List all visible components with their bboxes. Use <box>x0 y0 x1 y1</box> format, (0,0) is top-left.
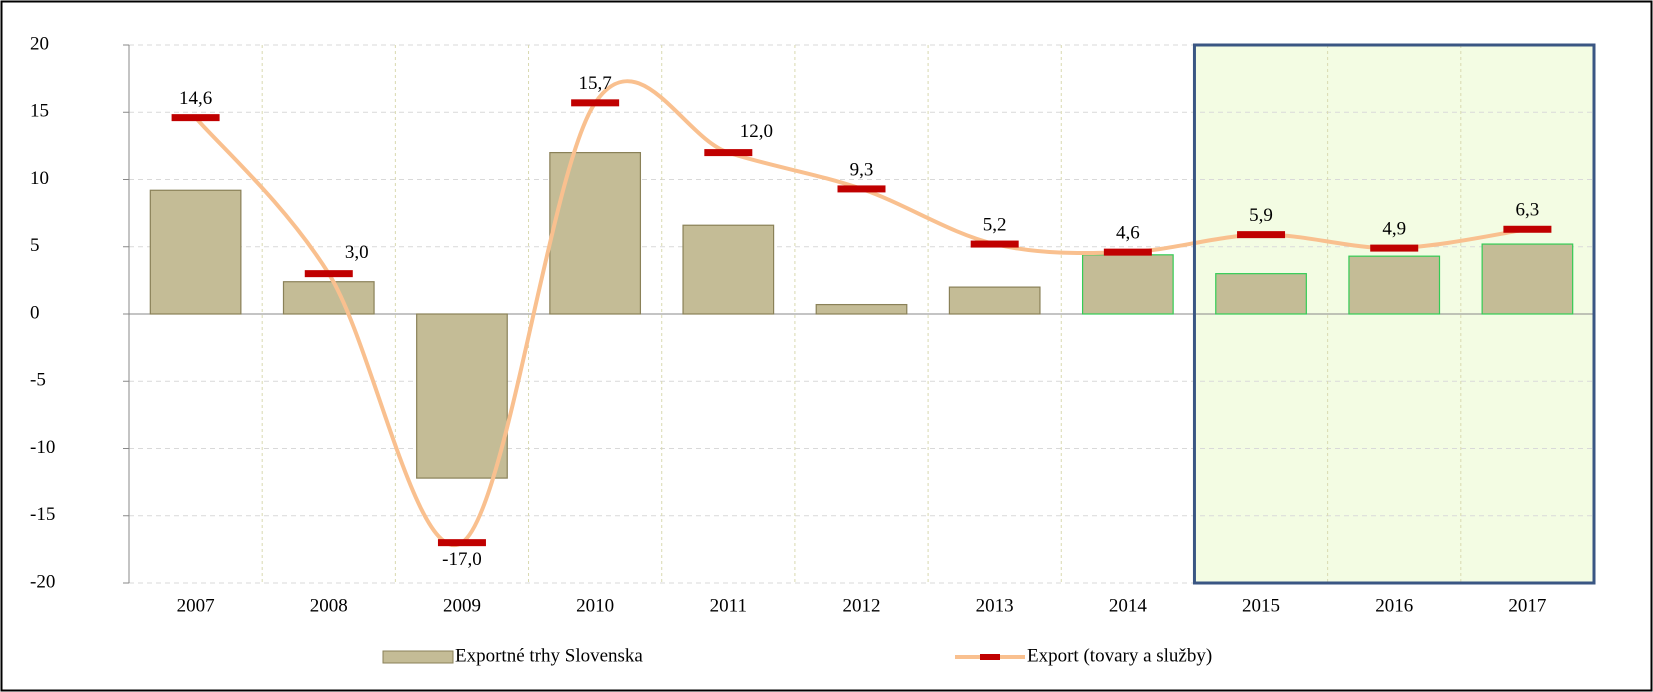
y-tick-label: 20 <box>30 33 49 54</box>
x-tick-label: 2017 <box>1508 595 1546 616</box>
x-tick-label: 2010 <box>576 595 614 616</box>
data-label: 4,9 <box>1382 218 1406 239</box>
line-marker <box>1370 244 1419 252</box>
y-tick-label: -10 <box>30 437 55 458</box>
y-tick-label: 15 <box>30 101 49 122</box>
line-marker <box>837 185 886 193</box>
bar <box>948 286 1041 315</box>
y-tick-label: -15 <box>30 504 55 525</box>
data-label: 6,3 <box>1516 200 1540 221</box>
line-marker <box>304 270 353 278</box>
y-tick-label: -20 <box>30 571 55 592</box>
data-label: 4,6 <box>1116 222 1140 243</box>
x-tick-label: 2014 <box>1109 595 1148 616</box>
line-marker <box>171 114 220 122</box>
y-tick-label: 5 <box>30 235 40 256</box>
bar <box>282 281 375 315</box>
bar <box>1481 243 1574 315</box>
legend-label: Export (tovary a služby) <box>1027 645 1212 666</box>
data-label: -17,0 <box>442 549 482 570</box>
bar <box>1348 255 1441 315</box>
line-marker <box>1503 225 1552 233</box>
line-marker <box>1237 231 1286 239</box>
legend-swatch <box>382 650 454 664</box>
x-tick-label: 2013 <box>976 595 1014 616</box>
x-tick-label: 2009 <box>443 595 481 616</box>
data-label: 5,9 <box>1249 205 1273 226</box>
data-label: 12,0 <box>740 121 773 142</box>
data-label: 14,6 <box>179 88 212 109</box>
bar <box>815 303 908 315</box>
x-tick-label: 2007 <box>177 595 215 616</box>
y-tick-label: 10 <box>30 168 49 189</box>
bar <box>1215 273 1307 315</box>
x-tick-label: 2012 <box>843 595 881 616</box>
x-tick-label: 2008 <box>310 595 348 616</box>
legend-marker <box>980 654 1000 660</box>
line-marker <box>437 539 486 547</box>
line-marker <box>704 149 753 157</box>
data-label: 9,3 <box>850 159 874 180</box>
line-marker <box>571 99 620 107</box>
line-marker <box>970 240 1019 248</box>
legend-label: Exportné trhy Slovenska <box>455 645 643 666</box>
bar <box>416 313 508 479</box>
bar <box>149 189 242 315</box>
data-label: 15,7 <box>579 73 612 94</box>
x-tick-label: 2011 <box>710 595 747 616</box>
bar <box>549 152 642 315</box>
y-tick-label: -5 <box>30 370 46 391</box>
x-tick-label: 2015 <box>1242 595 1280 616</box>
data-label: 3,0 <box>345 242 369 263</box>
bar <box>682 224 775 315</box>
line-marker <box>1103 248 1152 256</box>
highlight-border <box>1192 43 1596 585</box>
y-tick-label: 0 <box>30 302 40 323</box>
bar <box>1081 254 1174 315</box>
x-tick-label: 2016 <box>1375 595 1413 616</box>
data-label: 5,2 <box>983 214 1007 235</box>
